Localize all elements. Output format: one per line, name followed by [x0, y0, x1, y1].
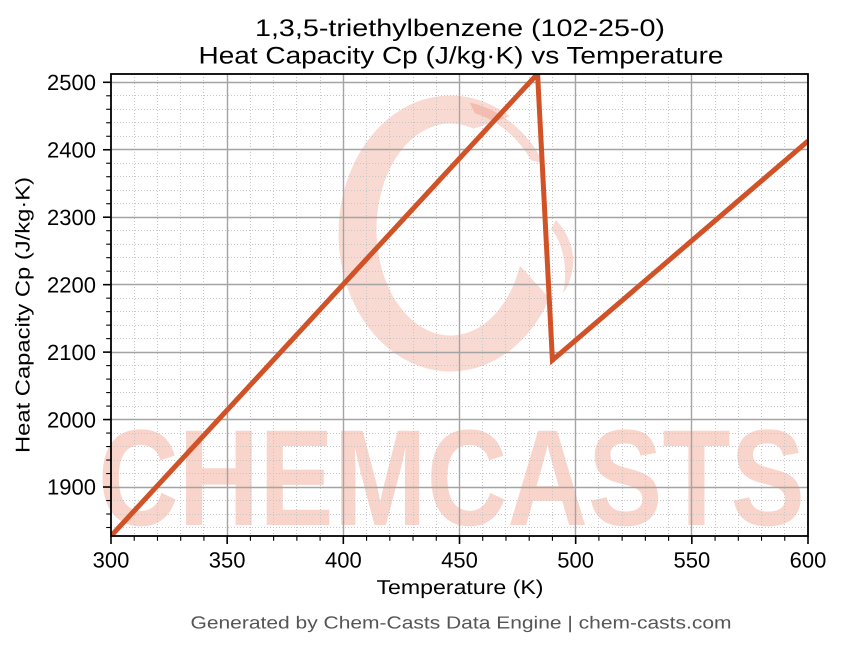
- svg-text:Heat Capacity Cp (J/kg·K): Heat Capacity Cp (J/kg·K): [13, 177, 35, 453]
- svg-text:2400: 2400: [47, 137, 96, 162]
- svg-text:500: 500: [557, 548, 594, 573]
- svg-text:1,3,5-triethylbenzene (102-25-: 1,3,5-triethylbenzene (102-25-0): [255, 15, 665, 42]
- svg-text:Heat Capacity Cp (J/kg·K) vs T: Heat Capacity Cp (J/kg·K) vs Temperature: [199, 43, 724, 70]
- svg-text:2200: 2200: [47, 272, 96, 297]
- svg-text:400: 400: [325, 548, 362, 573]
- svg-text:450: 450: [441, 548, 478, 573]
- svg-text:1900: 1900: [47, 475, 96, 500]
- svg-text:CHEMCASTS: CHEMCASTS: [98, 402, 805, 555]
- svg-text:350: 350: [209, 548, 246, 573]
- svg-text:2000: 2000: [47, 407, 96, 432]
- svg-text:2500: 2500: [47, 70, 96, 95]
- svg-text:2300: 2300: [47, 205, 96, 230]
- svg-text:550: 550: [673, 548, 710, 573]
- svg-text:600: 600: [790, 548, 827, 573]
- svg-text:300: 300: [93, 548, 130, 573]
- svg-text:Generated by Chem-Casts Data E: Generated by Chem-Casts Data Engine | ch…: [191, 613, 732, 633]
- svg-text:Temperature (K): Temperature (K): [377, 577, 544, 599]
- svg-text:2100: 2100: [47, 340, 96, 365]
